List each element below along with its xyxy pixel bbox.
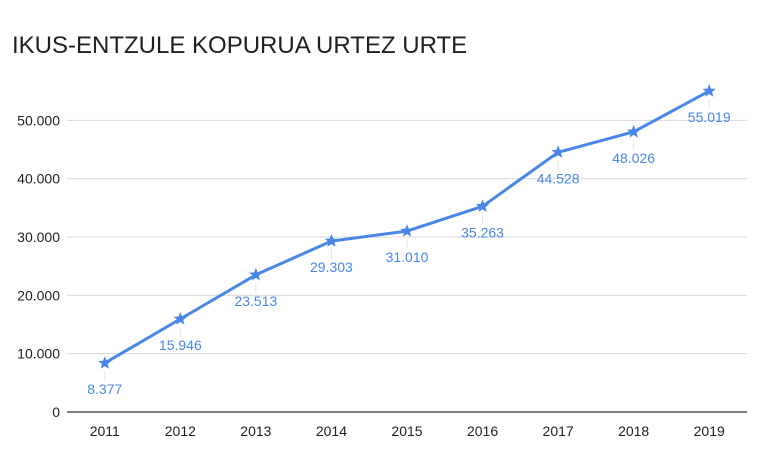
- data-label: 15.946: [159, 337, 202, 353]
- star-marker: [98, 356, 112, 369]
- x-tick-label: 2017: [543, 423, 574, 439]
- star-marker: [173, 311, 187, 325]
- x-tick-label: 2013: [240, 423, 271, 439]
- star-marker: [627, 124, 641, 138]
- x-tick-label: 2015: [391, 423, 422, 439]
- data-label: 44.528: [537, 170, 580, 186]
- data-markers: [98, 84, 716, 369]
- star-marker: [702, 84, 716, 97]
- chart-title: IKUS-ENTZULE KOPURUA URTEZ URTE: [12, 32, 468, 59]
- y-tick-label: 50.000: [17, 112, 60, 128]
- y-tick-label: 30.000: [17, 229, 60, 245]
- star-marker: [249, 267, 263, 281]
- x-tick-label: 2016: [467, 423, 498, 439]
- label-connectors: [104, 99, 710, 382]
- y-tick-label: 40.000: [17, 171, 60, 187]
- x-tick-label: 2018: [618, 423, 649, 439]
- y-tick-label: 10.000: [17, 346, 60, 362]
- data-label: 8.377: [87, 381, 122, 397]
- data-label: 29.303: [310, 259, 353, 275]
- gridlines: [67, 119, 747, 413]
- data-label: 31.010: [386, 249, 429, 265]
- data-label: 23.513: [234, 293, 277, 309]
- star-marker: [475, 199, 490, 212]
- data-label: 48.026: [612, 150, 655, 166]
- x-tick-label: 2019: [694, 423, 725, 439]
- x-tick-label: 2014: [316, 423, 347, 439]
- star-marker: [551, 145, 565, 158]
- star-marker: [324, 234, 339, 247]
- data-labels: 8.377 15.946 23.513 29.303 31.010 35.263 44.52…: [87, 109, 731, 397]
- data-label: 55.019: [688, 109, 731, 125]
- star-marker: [400, 224, 414, 237]
- x-tick-label: 2012: [165, 423, 196, 439]
- y-tick-label: 0: [52, 404, 60, 420]
- x-tick-label: 2011: [90, 423, 120, 439]
- x-axis-ticks: 2011 2012 2013 2014 2015 2016 2017 2018 2019: [90, 423, 725, 439]
- data-label: 35.263: [461, 224, 504, 240]
- y-tick-label: 20.000: [17, 287, 60, 303]
- y-axis-ticks: 0 10.000 20.000 30.000 40.000 50.000: [17, 112, 60, 420]
